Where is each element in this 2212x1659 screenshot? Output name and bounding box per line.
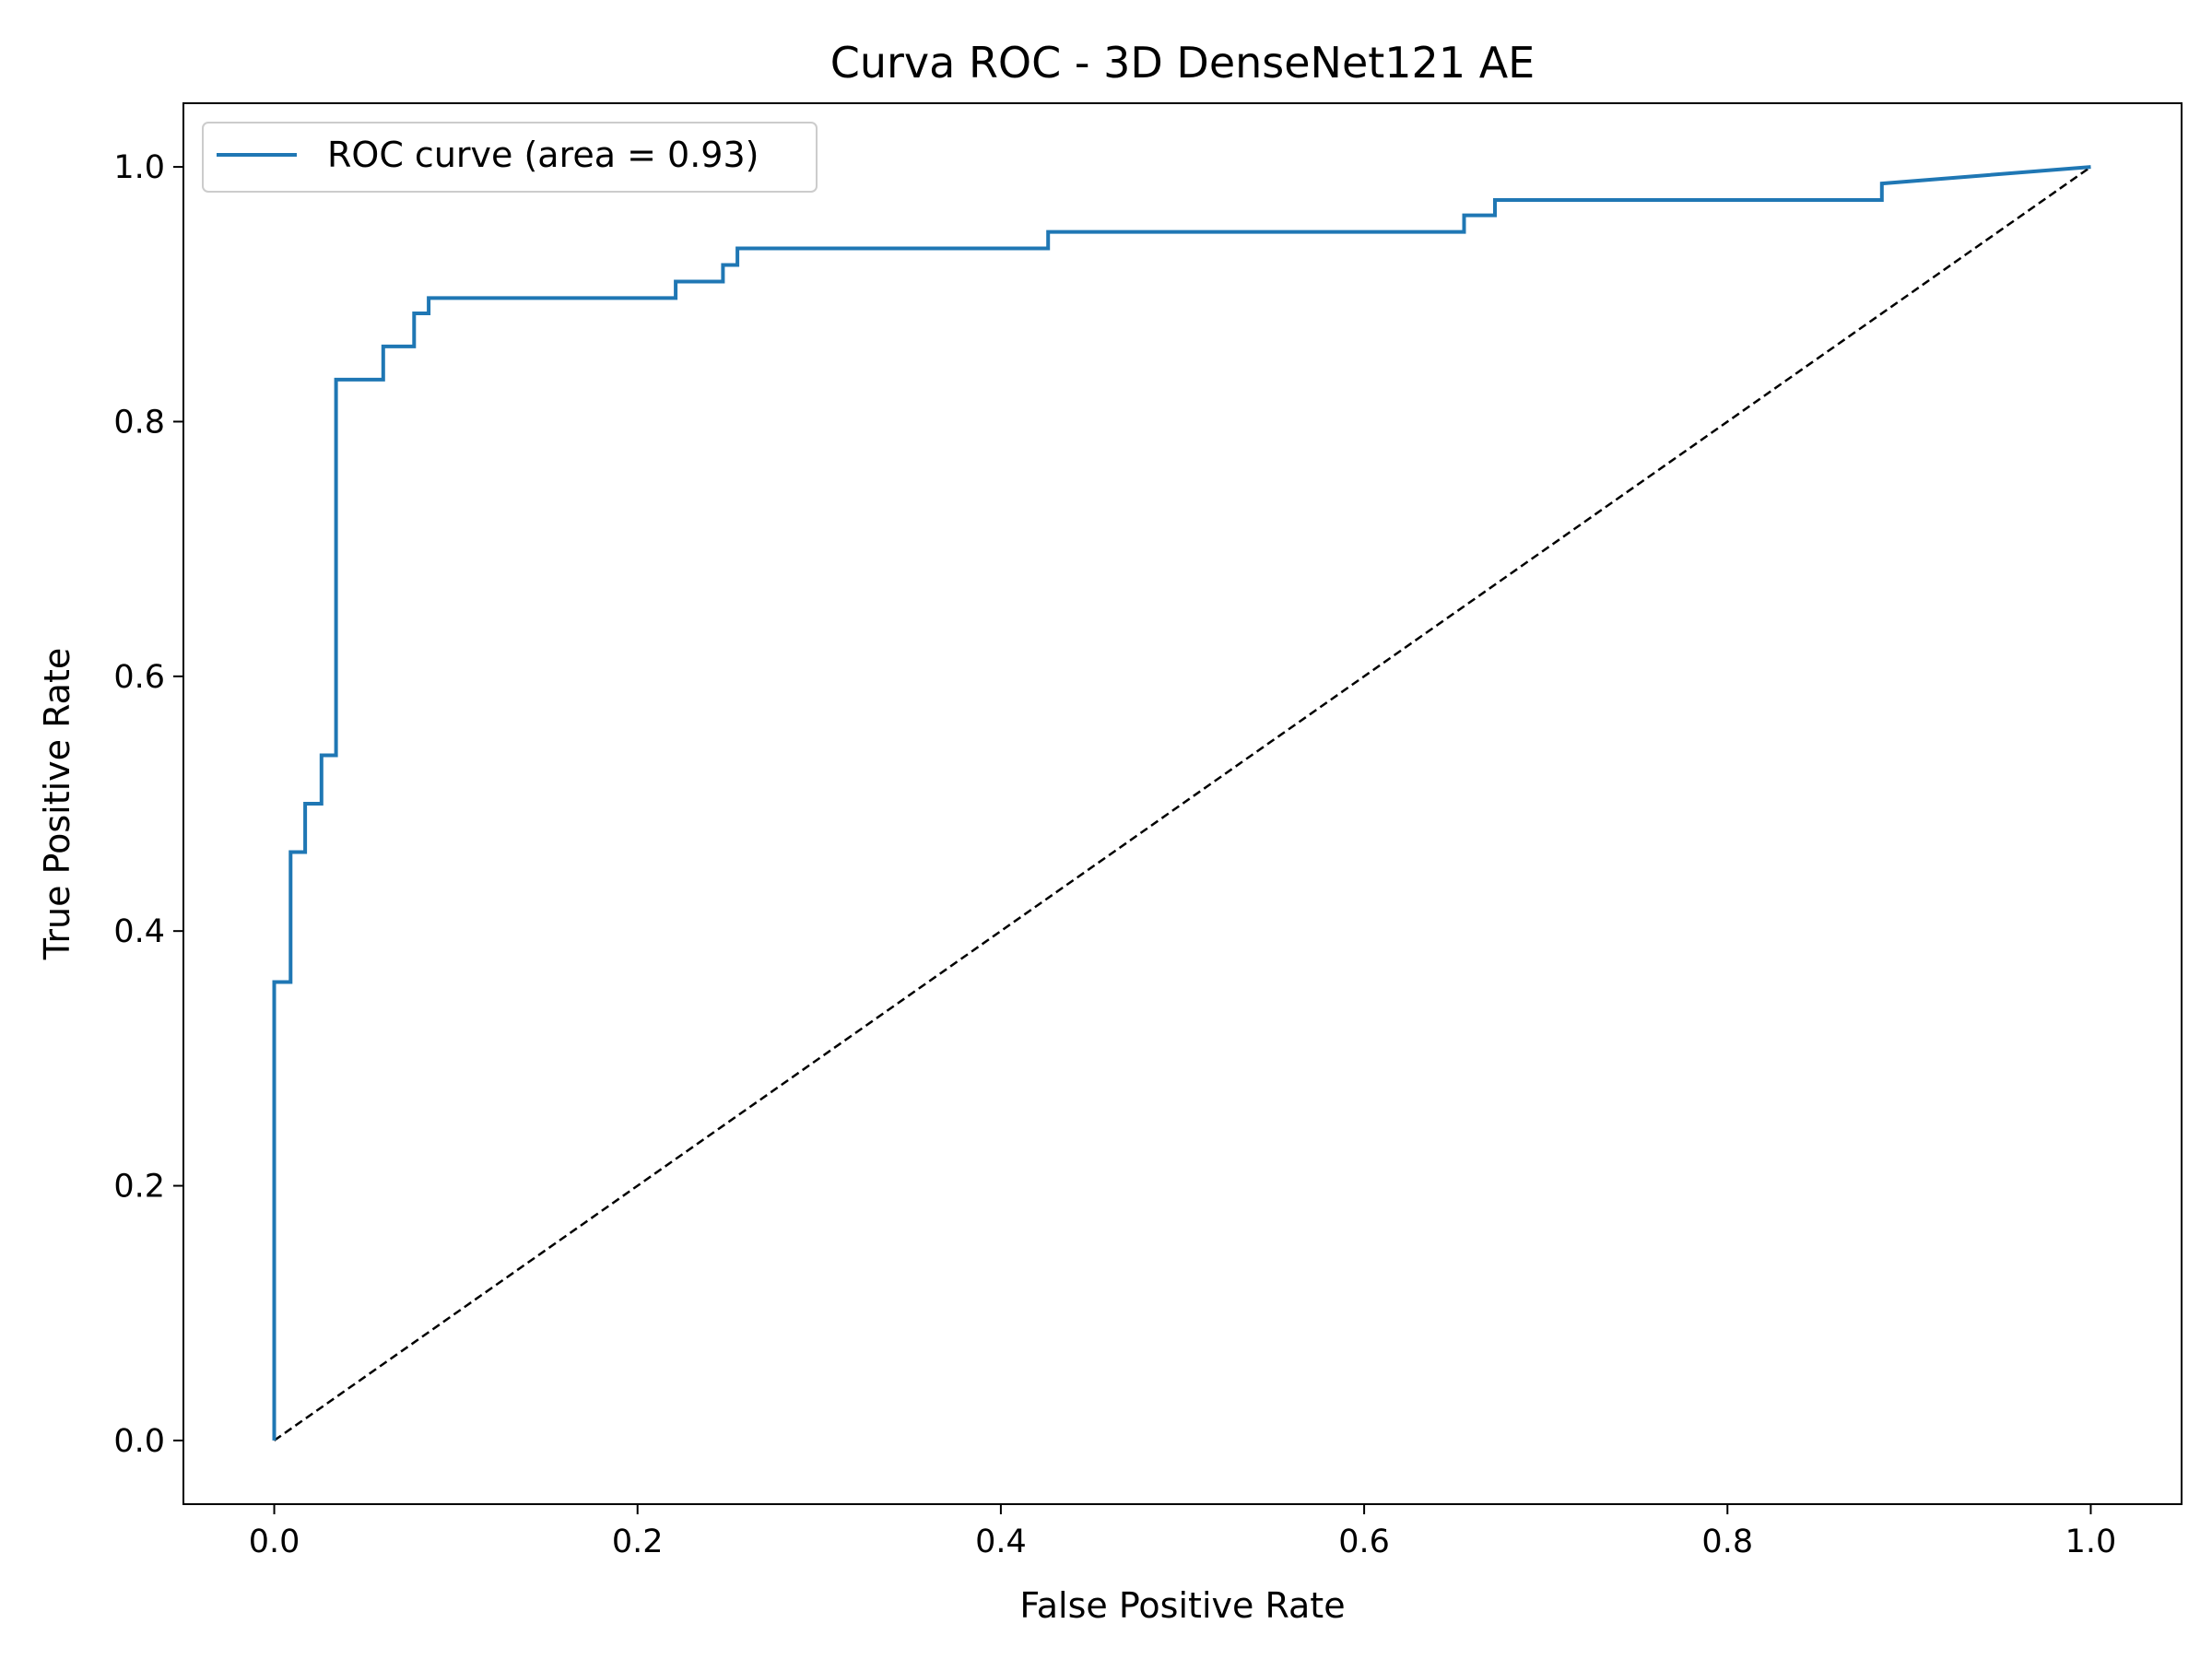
axes-frame [182,102,2183,1505]
plot-area [182,102,2183,1505]
chance-diagonal-line [273,166,2092,1441]
x-tick-label: 0.2 [612,1524,664,1560]
x-tick-label: 1.0 [2065,1524,2117,1560]
y-tick-label: 0.8 [113,404,165,441]
y-tick-label: 0.6 [113,659,165,696]
y-tick-label: 0.0 [113,1423,165,1460]
legend: ROC curve (area = 0.93) [202,122,818,193]
roc-curve-line [272,165,2091,1441]
legend-box [202,122,818,193]
legend-label: ROC curve (area = 0.93) [327,135,759,175]
y-tick-label: 0.2 [113,1169,165,1206]
y-axis: 0.0 0.2 0.4 0.6 0.8 1.0 [113,149,183,1460]
y-axis-label: True Positive Rate [37,648,77,961]
y-tick-label: 1.0 [113,149,165,186]
series-layer [272,165,2092,1441]
chart-title: Curva ROC - 3D DenseNet121 AE [830,38,1535,88]
y-tick-label: 0.4 [113,913,165,950]
x-axis: 0.0 0.2 0.4 0.6 0.8 1.0 [249,1504,2117,1560]
x-tick-label: 0.4 [975,1524,1027,1560]
x-axis-label: False Positive Rate [1019,1585,1345,1626]
x-tick-label: 0.8 [1701,1524,1753,1560]
x-tick-label: 0.6 [1338,1524,1390,1560]
x-tick-label: 0.0 [249,1524,300,1560]
